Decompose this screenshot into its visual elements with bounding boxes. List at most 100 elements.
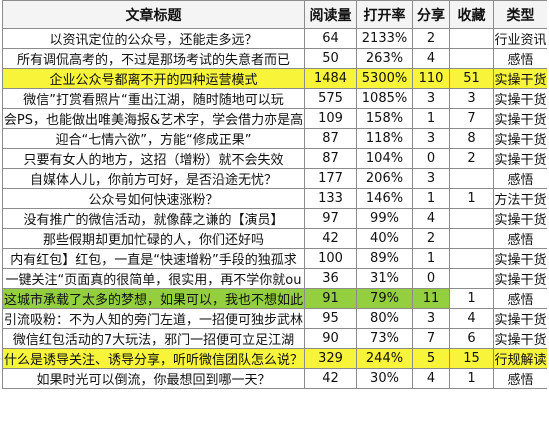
cell-type: 实操干货 bbox=[493, 248, 547, 269]
cell-type: 实操干货 bbox=[493, 308, 547, 329]
cell-open-rate: 30% bbox=[356, 368, 413, 389]
cell-shares: 3 bbox=[412, 308, 450, 329]
cell-type: 实操干货 bbox=[493, 68, 547, 89]
cell-open-rate: 263% bbox=[356, 48, 413, 69]
cell-reads: 42 bbox=[304, 368, 357, 389]
table-row: 所有调侃高考的，不过是那场考试的失意者而已 50 263% 4 感悟 bbox=[2, 48, 547, 69]
header-row: 文章标题 阅读量 打开率 分享 收藏 类型 bbox=[2, 0, 547, 29]
cell-favorites: 4 bbox=[449, 308, 494, 329]
header-open-rate: 打开率 bbox=[356, 0, 413, 29]
cell-type: 实操干货 bbox=[493, 108, 547, 129]
header-shares: 分享 bbox=[412, 0, 450, 29]
table-row: 什么是诱导关注、诱导分享，听听微信团队怎么说？ 329 244% 5 15 行规解读 bbox=[2, 348, 547, 369]
cell-shares: 110 bbox=[412, 68, 450, 89]
cell-shares: 11 bbox=[412, 288, 450, 309]
cell-type: 实操干货 bbox=[493, 148, 547, 169]
cell-favorites bbox=[449, 28, 494, 49]
cell-title: 一键关注“页面真的很简单，很实用，再不学你就ou bbox=[2, 268, 305, 289]
table-row: 自媒体人儿，你前方可好，是否沿途无忧？ 177 206% 3 感悟 bbox=[2, 168, 547, 189]
cell-title: 会PS，也能做出唯美海报&艺术字，学会借力亦是高 bbox=[2, 108, 305, 129]
cell-open-rate: 206% bbox=[356, 168, 413, 189]
cell-type: 感悟 bbox=[493, 48, 547, 69]
cell-shares: 2 bbox=[412, 228, 450, 249]
cell-type: 感悟 bbox=[493, 168, 547, 189]
table-row: 内有红包】红包，一直是“快速增粉”手段的独孤求 100 89% 1 实操干货 bbox=[2, 248, 547, 269]
cell-reads: 97 bbox=[304, 208, 357, 229]
cell-type: 实操干货 bbox=[493, 268, 547, 289]
cell-title: 微信”打赏看照片“重出江湖，随时随地可以玩 bbox=[2, 88, 305, 109]
cell-title: 以资讯定位的公众号，还能走多远？ bbox=[2, 28, 305, 49]
cell-favorites bbox=[449, 168, 494, 189]
cell-favorites: 1 bbox=[449, 368, 494, 389]
cell-favorites: 1 bbox=[449, 288, 494, 309]
cell-open-rate: 99% bbox=[356, 208, 413, 229]
cell-open-rate: 104% bbox=[356, 148, 413, 169]
cell-reads: 87 bbox=[304, 128, 357, 149]
table-row: 会PS，也能做出唯美海报&艺术字，学会借力亦是高 109 158% 1 7 实操干货 bbox=[2, 108, 547, 129]
cell-reads: 100 bbox=[304, 248, 357, 269]
cell-favorites bbox=[449, 228, 494, 249]
cell-reads: 87 bbox=[304, 148, 357, 169]
cell-favorites bbox=[449, 48, 494, 69]
cell-favorites: 2 bbox=[449, 148, 494, 169]
cell-favorites: 3 bbox=[449, 88, 494, 109]
cell-shares: 1 bbox=[412, 248, 450, 269]
cell-reads: 575 bbox=[304, 88, 357, 109]
cell-open-rate: 146% bbox=[356, 188, 413, 209]
cell-favorites: 6 bbox=[449, 328, 494, 349]
cell-shares: 5 bbox=[412, 348, 450, 369]
table-row: 以资讯定位的公众号，还能走多远？ 64 2133% 2 行业资讯 bbox=[2, 28, 547, 49]
cell-shares: 1 bbox=[412, 188, 450, 209]
cell-open-rate: 2133% bbox=[356, 28, 413, 49]
cell-open-rate: 80% bbox=[356, 308, 413, 329]
cell-title: 什么是诱导关注、诱导分享，听听微信团队怎么说？ bbox=[2, 348, 305, 369]
cell-type: 感悟 bbox=[493, 228, 547, 249]
cell-title: 这城市承载了太多的梦想，如果可以，我也不想如此 bbox=[2, 288, 305, 309]
cell-title: 自媒体人儿，你前方可好，是否沿途无忧？ bbox=[2, 168, 305, 189]
cell-reads: 90 bbox=[304, 328, 357, 349]
cell-reads: 177 bbox=[304, 168, 357, 189]
cell-title: 那些假期却更加忙碌的人，你们还好吗 bbox=[2, 228, 305, 249]
cell-reads: 36 bbox=[304, 268, 357, 289]
cell-shares: 3 bbox=[412, 128, 450, 149]
cell-reads: 91 bbox=[304, 288, 357, 309]
cell-type: 实操干货 bbox=[493, 128, 547, 149]
table-row: 微信红包活动的7大玩法，邪门一招便可立足江湖 90 73% 7 6 实操干货 bbox=[2, 328, 547, 349]
cell-reads: 95 bbox=[304, 308, 357, 329]
cell-favorites bbox=[449, 268, 494, 289]
cell-shares: 4 bbox=[412, 208, 450, 229]
cell-reads: 64 bbox=[304, 28, 357, 49]
table-row: 如果时光可以倒流，你最想回到哪一天？ 42 30% 4 1 感悟 bbox=[2, 368, 547, 389]
header-type: 类型 bbox=[493, 0, 547, 29]
cell-title: 没有推广的微信活动，就像薛之谦的【演员】 bbox=[2, 208, 305, 229]
header-reads: 阅读量 bbox=[304, 0, 357, 29]
cell-shares: 4 bbox=[412, 368, 450, 389]
cell-reads: 329 bbox=[304, 348, 357, 369]
cell-shares: 3 bbox=[412, 88, 450, 109]
cell-type: 实操干货 bbox=[493, 208, 547, 229]
header-favorites: 收藏 bbox=[449, 0, 494, 29]
cell-title: 企业公众号都离不开的四种运营模式 bbox=[2, 68, 305, 89]
cell-reads: 50 bbox=[304, 48, 357, 69]
header-title: 文章标题 bbox=[2, 0, 305, 29]
cell-title: 迎合“七情六欲”，方能“修成正果” bbox=[2, 128, 305, 149]
cell-shares: 0 bbox=[412, 148, 450, 169]
table-row: 没有推广的微信活动，就像薛之谦的【演员】 97 99% 4 实操干货 bbox=[2, 208, 547, 229]
cell-shares: 7 bbox=[412, 328, 450, 349]
cell-type: 感悟 bbox=[493, 288, 547, 309]
table-row: 迎合“七情六欲”，方能“修成正果” 87 118% 3 8 实操干货 bbox=[2, 128, 547, 149]
cell-shares: 1 bbox=[412, 108, 450, 129]
cell-open-rate: 158% bbox=[356, 108, 413, 129]
cell-title: 所有调侃高考的，不过是那场考试的失意者而已 bbox=[2, 48, 305, 69]
cell-favorites bbox=[449, 248, 494, 269]
cell-open-rate: 40% bbox=[356, 228, 413, 249]
cell-reads: 109 bbox=[304, 108, 357, 129]
cell-type: 方法干货 bbox=[493, 188, 547, 209]
cell-title: 微信红包活动的7大玩法，邪门一招便可立足江湖 bbox=[2, 328, 305, 349]
cell-shares: 3 bbox=[412, 168, 450, 189]
cell-favorites: 7 bbox=[449, 108, 494, 129]
cell-open-rate: 89% bbox=[356, 248, 413, 269]
table-row: 企业公众号都离不开的四种运营模式 1484 5300% 110 51 实操干货 bbox=[2, 68, 547, 89]
cell-title: 引流吸粉：不为人知的旁门左道，一招便可独步武林 bbox=[2, 308, 305, 329]
